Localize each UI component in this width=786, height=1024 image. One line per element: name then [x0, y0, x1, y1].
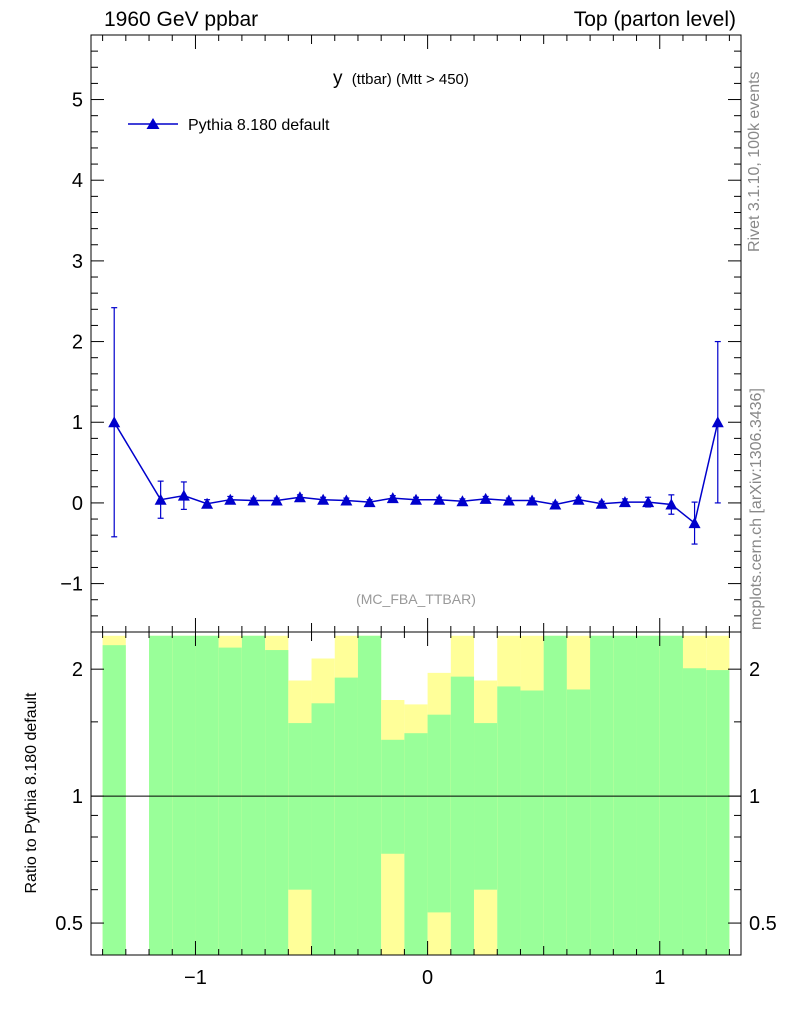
data-point — [456, 495, 469, 507]
ratio-band-green — [172, 635, 196, 955]
y-tick-label: 2 — [72, 332, 83, 354]
ratio-band-green — [381, 739, 405, 854]
ratio-y-tick-label: 1 — [72, 786, 83, 808]
data-point — [270, 494, 283, 506]
x-tick-label: 0 — [422, 967, 433, 989]
data-point — [572, 493, 585, 505]
chart-title: y (ttbar) (Mtt > 450) — [333, 68, 469, 89]
data-point — [433, 493, 446, 505]
data-point — [317, 493, 330, 505]
y-tick-label: 5 — [72, 90, 83, 112]
y-tick-label: 1 — [72, 412, 83, 434]
legend-marker — [146, 118, 160, 129]
ratio-band-green — [241, 635, 266, 955]
data-point — [642, 496, 655, 508]
data-point — [526, 494, 539, 506]
ratio-band-green — [149, 635, 173, 955]
data-point — [595, 497, 608, 509]
data-point — [711, 416, 724, 428]
ratio-band-green — [450, 676, 475, 955]
ratio-band-green — [404, 733, 428, 955]
ratio-plot-frame — [90, 631, 742, 956]
ratio-band-green — [682, 668, 707, 955]
ratio-y-tick-label-right: 0.5 — [749, 913, 777, 935]
y-tick-label: 3 — [72, 251, 83, 273]
data-point — [410, 493, 422, 505]
data-point — [386, 492, 399, 504]
data-point — [665, 498, 678, 510]
series-pythia — [108, 307, 724, 545]
x-tick-label: 1 — [654, 967, 665, 989]
ratio-band-green — [357, 635, 382, 955]
data-point — [177, 489, 190, 501]
ratio-band-green — [566, 689, 591, 955]
y-tick-label: 4 — [72, 170, 83, 192]
data-point — [224, 493, 237, 505]
process-label: Top (parton level) — [573, 8, 736, 31]
ratio-y-tick-label: 2 — [72, 659, 83, 681]
analysis-label: (MC_FBA_TTBAR) — [356, 591, 476, 607]
data-point — [247, 494, 260, 506]
ratio-band-green — [613, 635, 637, 955]
y-tick-label: 0 — [72, 493, 83, 515]
ratio-band-green — [543, 635, 567, 955]
axis-ticks: −1 0 1 2 3 4 5 −1 0 1 0.5 0.5 1 1 2 2 — [55, 35, 777, 989]
data-point — [479, 492, 492, 504]
ratio-band-green — [706, 670, 730, 955]
ratio-band-green — [218, 647, 242, 955]
data-point — [201, 497, 214, 509]
x-tick-label: −1 — [184, 967, 207, 989]
energy-label: 1960 GeV ppbar — [104, 8, 259, 31]
ratio-ylabel: Ratio to Pythia 8.180 default — [23, 692, 40, 894]
ratio-y-tick-label: 0.5 — [55, 913, 83, 935]
data-point — [154, 493, 167, 505]
ratio-band-green — [311, 703, 335, 955]
ratio-band-green — [334, 677, 358, 955]
ratio-band-green — [195, 635, 219, 955]
ratio-bands — [102, 635, 730, 955]
data-point — [502, 494, 515, 506]
series-line — [113, 421, 719, 525]
data-point — [293, 491, 306, 503]
ratio-band-green — [590, 635, 614, 955]
legend: Pythia 8.180 default — [128, 117, 330, 134]
ratio-band-green — [265, 650, 289, 955]
ratio-band-green — [659, 635, 683, 955]
y-tick-label: −1 — [60, 574, 83, 596]
legend-label: Pythia 8.180 default — [188, 117, 330, 134]
ratio-band-green — [474, 723, 498, 890]
ratio-band-green — [288, 723, 312, 890]
ratio-band-green — [102, 645, 126, 955]
ratio-band-green — [427, 714, 451, 913]
ratio-band-green — [520, 690, 544, 955]
data-point — [549, 498, 562, 510]
data-point — [363, 496, 376, 508]
ratio-y-tick-label-right: 1 — [749, 786, 760, 808]
data-point — [618, 496, 631, 508]
data-point — [108, 416, 121, 428]
ratio-y-tick-label-right: 2 — [749, 659, 760, 681]
ratio-band-green — [636, 635, 660, 955]
data-point — [688, 517, 701, 529]
data-point — [340, 494, 353, 506]
ratio-band-green — [497, 686, 521, 955]
